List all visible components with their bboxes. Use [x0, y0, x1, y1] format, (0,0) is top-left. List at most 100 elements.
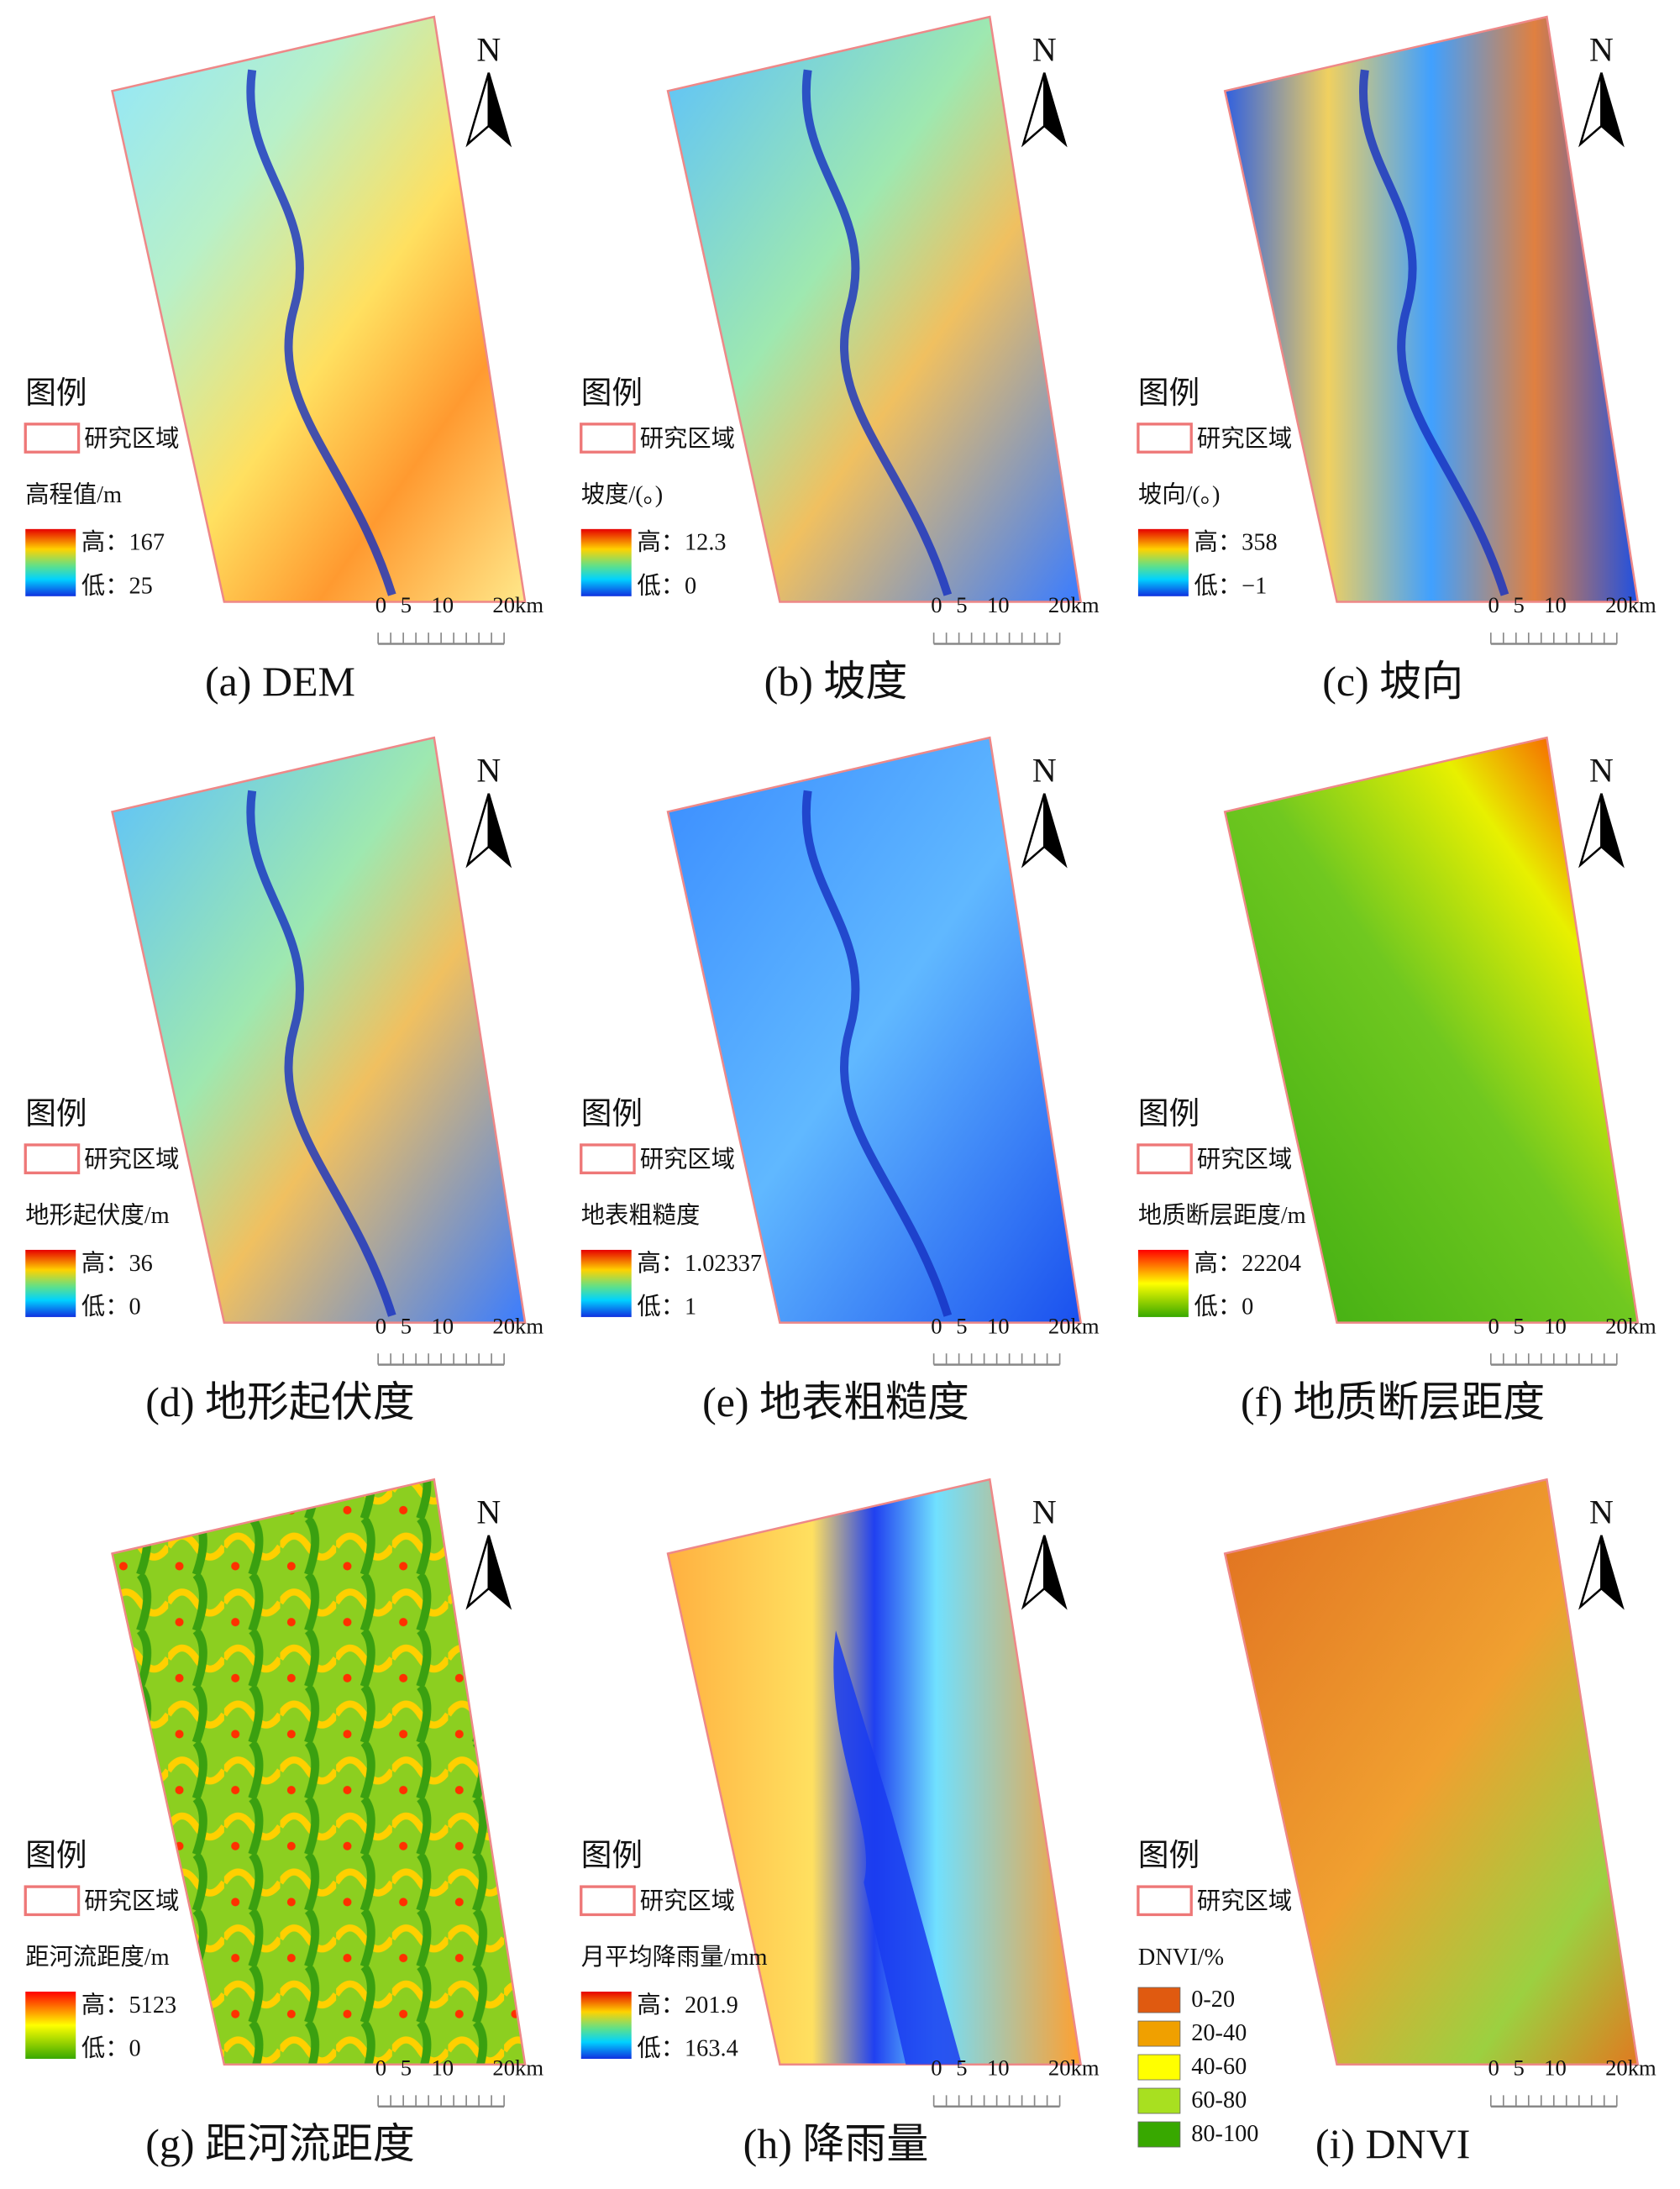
legend-low: 低：0 — [81, 2035, 141, 2062]
legend-low: 低：1 — [637, 1293, 696, 1320]
panel-caption: (g) 距河流距度 — [145, 2120, 415, 2167]
legend-title: 图例 — [1138, 375, 1200, 410]
boundary-swatch — [24, 423, 81, 454]
scale-label: 0 — [1488, 1313, 1499, 1338]
map-area — [111, 15, 527, 603]
river — [801, 790, 953, 1317]
river — [1359, 69, 1509, 596]
scale-label: 20km — [492, 592, 543, 617]
scale-label: 0 — [375, 1313, 386, 1338]
map-area — [1223, 15, 1640, 603]
map-area — [1223, 1478, 1640, 2066]
legend-title: 图例 — [1138, 1838, 1200, 1872]
boundary-label: 研究区域 — [84, 425, 179, 452]
boundary-swatch — [580, 1885, 636, 1917]
scale-label: 20km — [492, 2055, 543, 2080]
north-arrow-left — [1021, 72, 1046, 148]
map-area — [111, 1478, 527, 2066]
legend-low: 低：−1 — [1194, 572, 1268, 599]
panel-caption: (e) 地表粗糙度 — [702, 1378, 969, 1425]
variable-label: 地表粗糙度 — [581, 1202, 701, 1229]
legend-ramp — [580, 528, 632, 596]
north-label: N — [476, 30, 501, 68]
class-label: 20-40 — [1191, 2020, 1247, 2046]
scale-label: 10 — [987, 1313, 1010, 1338]
legend-high: 高：167 — [81, 529, 165, 556]
scale-label: 5 — [401, 1313, 412, 1338]
scale-label: 10 — [431, 2055, 454, 2080]
north-arrow-right — [1600, 72, 1625, 148]
legend-title: 图例 — [581, 1838, 643, 1872]
panel-caption: (b) 坡度 — [764, 658, 908, 705]
legend-ramp — [25, 1249, 76, 1317]
legend-low: 低：0 — [637, 572, 696, 599]
class-label: 0-20 — [1191, 1987, 1235, 2013]
panel-caption: (d) 地形起伏度 — [145, 1378, 415, 1425]
scale-label: 10 — [431, 592, 454, 617]
scale-label: 20km — [492, 1313, 543, 1338]
variable-label: 地质断层距度/m — [1138, 1202, 1306, 1229]
panel-caption: (h) 降雨量 — [743, 2120, 929, 2167]
boundary-label: 研究区域 — [640, 425, 735, 452]
class-swatch — [1137, 2020, 1181, 2047]
legend-high: 高：358 — [1194, 529, 1278, 556]
class-label: 60-80 — [1191, 2087, 1247, 2113]
north-arrow-right — [1600, 1535, 1625, 1610]
boundary-swatch — [24, 1143, 81, 1174]
scale-label: 5 — [956, 2055, 967, 2080]
north-arrow-left — [1021, 793, 1046, 869]
boundary-label: 研究区域 — [84, 1146, 179, 1173]
class-swatch — [1137, 2087, 1181, 2114]
legend-low: 低：0 — [81, 1293, 141, 1320]
scale-label: 0 — [375, 592, 386, 617]
panel-caption: (i) DNVI — [1315, 2120, 1471, 2167]
legend-ramp — [25, 528, 76, 596]
scale-label: 0 — [375, 2055, 386, 2080]
boundary-label: 研究区域 — [1197, 425, 1292, 452]
north-label: N — [1589, 30, 1614, 68]
legend-low: 低：25 — [81, 572, 153, 599]
river — [801, 69, 953, 596]
legend-high: 高：22204 — [1194, 1250, 1301, 1277]
class-label: 80-100 — [1191, 2121, 1258, 2147]
map-area — [666, 15, 1083, 603]
variable-label: 地形起伏度/m — [25, 1202, 169, 1229]
boundary-swatch — [580, 423, 636, 454]
boundary-swatch — [580, 1143, 636, 1174]
north-arrow-left — [1021, 1535, 1046, 1610]
scale-label: 10 — [987, 2055, 1010, 2080]
scale-label: 20km — [1048, 1313, 1100, 1338]
scale-label: 10 — [431, 1313, 454, 1338]
legend-ramp — [580, 1992, 632, 2060]
north-arrow-right — [1600, 793, 1625, 869]
scale-label: 20km — [1048, 2055, 1100, 2080]
north-arrow-right — [487, 1535, 512, 1610]
legend-high: 高：201.9 — [637, 1992, 738, 2018]
scale-label: 20km — [1605, 2055, 1656, 2080]
variable-label: 高程值/m — [25, 481, 122, 508]
boundary-label: 研究区域 — [640, 1888, 735, 1915]
variable-label: DNVI/% — [1138, 1945, 1224, 1971]
scale-label: 0 — [931, 592, 942, 617]
scale-label: 5 — [956, 592, 967, 617]
north-label: N — [1589, 1493, 1614, 1531]
north-arrow-left — [465, 72, 491, 148]
boundary-label: 研究区域 — [1197, 1146, 1292, 1173]
boundary-label: 研究区域 — [84, 1888, 179, 1915]
scale-label: 5 — [1513, 2055, 1524, 2080]
panel-caption: (f) 地质断层距度 — [1241, 1378, 1545, 1425]
boundary-swatch — [1137, 1885, 1193, 1917]
variable-label: 坡向/(。) — [1138, 481, 1221, 508]
scale-label: 10 — [1544, 2055, 1567, 2080]
boundary-swatch — [24, 1885, 81, 1917]
variable-label: 月平均降雨量/mm — [581, 1944, 768, 1971]
north-arrow-right — [1043, 1535, 1068, 1610]
boundary-label: 研究区域 — [1197, 1888, 1292, 1915]
scale-label: 10 — [1544, 1313, 1567, 1338]
